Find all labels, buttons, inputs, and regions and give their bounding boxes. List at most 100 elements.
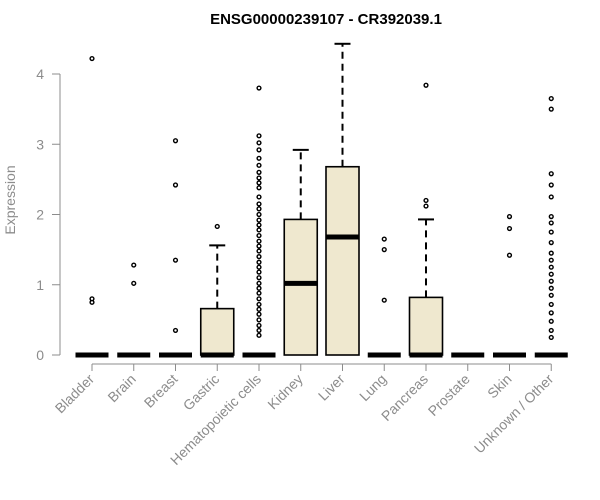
boxes-layer	[75, 42, 568, 358]
outlier-point	[256, 285, 262, 291]
outlier-point	[548, 292, 554, 298]
box-kidney	[283, 148, 319, 356]
outlier-point	[256, 162, 262, 168]
outlier-point	[548, 310, 554, 316]
outlier-point	[256, 217, 262, 223]
outlier-point	[256, 290, 262, 296]
outlier-point	[256, 248, 262, 254]
outlier-point	[381, 236, 387, 242]
outlier-point	[256, 140, 262, 146]
box-iqr	[283, 218, 319, 356]
y-tick-label: 3	[36, 136, 44, 152]
box-iqr	[199, 307, 235, 356]
box-lung	[367, 236, 401, 358]
outlier-point	[256, 259, 262, 265]
outlier-point	[548, 278, 554, 284]
outlier-point	[256, 254, 262, 260]
outlier-point	[256, 169, 262, 175]
outlier-point	[131, 262, 137, 268]
outlier-point	[256, 180, 262, 186]
x-tick-label-breast: Breast	[141, 371, 181, 411]
box-iqr	[408, 296, 444, 356]
outlier-point	[548, 214, 554, 220]
outlier-point	[256, 243, 262, 249]
outlier-point	[423, 203, 429, 209]
outlier-point	[256, 133, 262, 139]
outlier-point	[172, 327, 179, 334]
outlier-point	[256, 317, 262, 323]
outlier-point	[89, 55, 95, 62]
outlier-point	[256, 301, 262, 308]
outlier-point	[506, 214, 513, 220]
outlier-point	[172, 138, 179, 144]
outlier-point	[548, 171, 554, 177]
outlier-point	[548, 334, 554, 341]
outlier-point	[256, 201, 262, 207]
outlier-point	[256, 206, 262, 212]
outlier-point	[548, 220, 554, 226]
outlier-point	[256, 194, 262, 200]
outlier-point	[506, 225, 513, 232]
x-tick-label-lung: Lung	[356, 371, 389, 404]
outlier-point	[256, 296, 262, 302]
outlier-point	[172, 257, 179, 263]
outlier-point	[423, 82, 429, 88]
box-gastric	[199, 223, 235, 358]
y-tick-label: 4	[36, 66, 44, 82]
outlier-point	[423, 197, 429, 204]
outlier-point	[256, 85, 262, 91]
outlier-point	[548, 264, 554, 270]
outlier-point	[256, 211, 262, 218]
outlier-point	[172, 182, 179, 188]
outlier-point	[548, 194, 554, 200]
x-tick-label-bladder: Bladder	[52, 371, 98, 417]
outlier-point	[256, 175, 262, 181]
box-pancreas	[408, 82, 444, 358]
box-unknown-other	[534, 95, 568, 358]
outlier-point	[256, 147, 262, 153]
outlier-point	[131, 280, 137, 286]
x-tick-label-kidney: Kidney	[264, 371, 306, 413]
outlier-point	[256, 238, 262, 244]
outlier-point	[548, 182, 554, 188]
outlier-point	[548, 250, 554, 256]
box-brain	[117, 262, 151, 358]
box-iqr	[325, 165, 360, 356]
outlier-point	[381, 247, 387, 253]
outlier-point	[548, 301, 554, 308]
x-tick-label-skin: Skin	[484, 371, 515, 402]
outlier-point	[506, 252, 513, 258]
outlier-point	[548, 95, 554, 102]
outlier-point	[256, 275, 262, 281]
y-axis: 0 1 2 3 4	[36, 66, 61, 363]
box-hematopoietic-cells	[242, 85, 276, 358]
outlier-point	[214, 223, 220, 230]
outlier-point	[256, 264, 262, 270]
y-tick-label: 0	[36, 347, 44, 363]
outlier-point	[256, 227, 262, 233]
outlier-point	[548, 240, 554, 246]
outlier-point	[381, 297, 387, 303]
y-tick-label: 2	[36, 207, 44, 223]
box-liver	[325, 42, 360, 356]
outlier-point	[89, 296, 95, 302]
outlier-point	[548, 229, 554, 235]
outlier-point	[548, 106, 554, 112]
x-tick-label-prostate: Prostate	[425, 371, 473, 419]
outlier-point	[256, 269, 262, 275]
outlier-point	[256, 322, 262, 329]
outlier-point	[548, 327, 554, 334]
box-bladder	[75, 55, 109, 358]
outlier-point	[256, 327, 262, 334]
outlier-point	[256, 232, 262, 239]
outlier-point	[548, 271, 554, 277]
x-tick-label-unknown-other: Unknown / Other	[471, 371, 557, 457]
box-skin	[493, 214, 526, 358]
outlier-point	[548, 318, 554, 324]
chart-title: ENSG00000239107 - CR392039.1	[210, 11, 442, 28]
y-axis-label: Expression	[2, 165, 18, 234]
outlier-point	[256, 311, 262, 317]
x-tick-label-liver: Liver	[315, 371, 348, 404]
outlier-point	[256, 306, 262, 312]
